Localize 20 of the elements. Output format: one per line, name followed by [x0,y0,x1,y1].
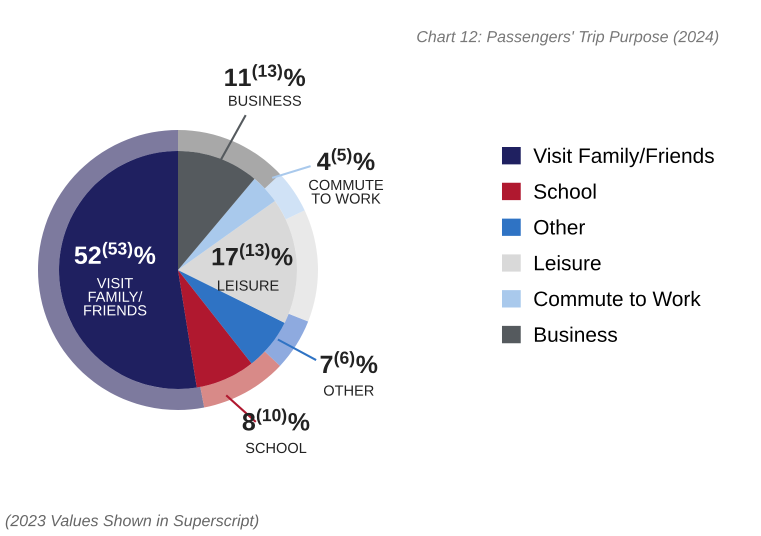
data-label: 11$^{(13)}$% [225,64,306,86]
legend-label: Commute to Work [534,290,701,306]
legend-label: Leisure [534,255,601,270]
text: SCHOOL [246,442,306,454]
data-label: 52$^{(53)}$% [74,242,156,264]
legend-label: Business [534,326,618,342]
text: (2023 Values Shown in Superscript) [6,514,258,530]
data-label: 7$^{(6)}$% [320,351,378,374]
data-label: 17$^{(13)}$% [212,243,292,266]
text: COMMUTE TO WORK [309,180,384,204]
chart-title: Chart 12: Passengers' Trip Purpose (2024) [417,30,718,46]
legend-label: School [534,184,596,199]
text: LEISURE [218,280,279,291]
text: BUSINESS [229,96,302,106]
data-label: 8$^{(10)}$% [242,408,310,431]
legend-label: Visit Family/Friends [533,148,714,168]
data-label: 4$^{(5)}$% [317,148,375,170]
text: OTHER [324,385,374,396]
legend-label: Other [534,219,585,235]
text: VISIT FAMILY/ FRIENDS [84,278,146,316]
